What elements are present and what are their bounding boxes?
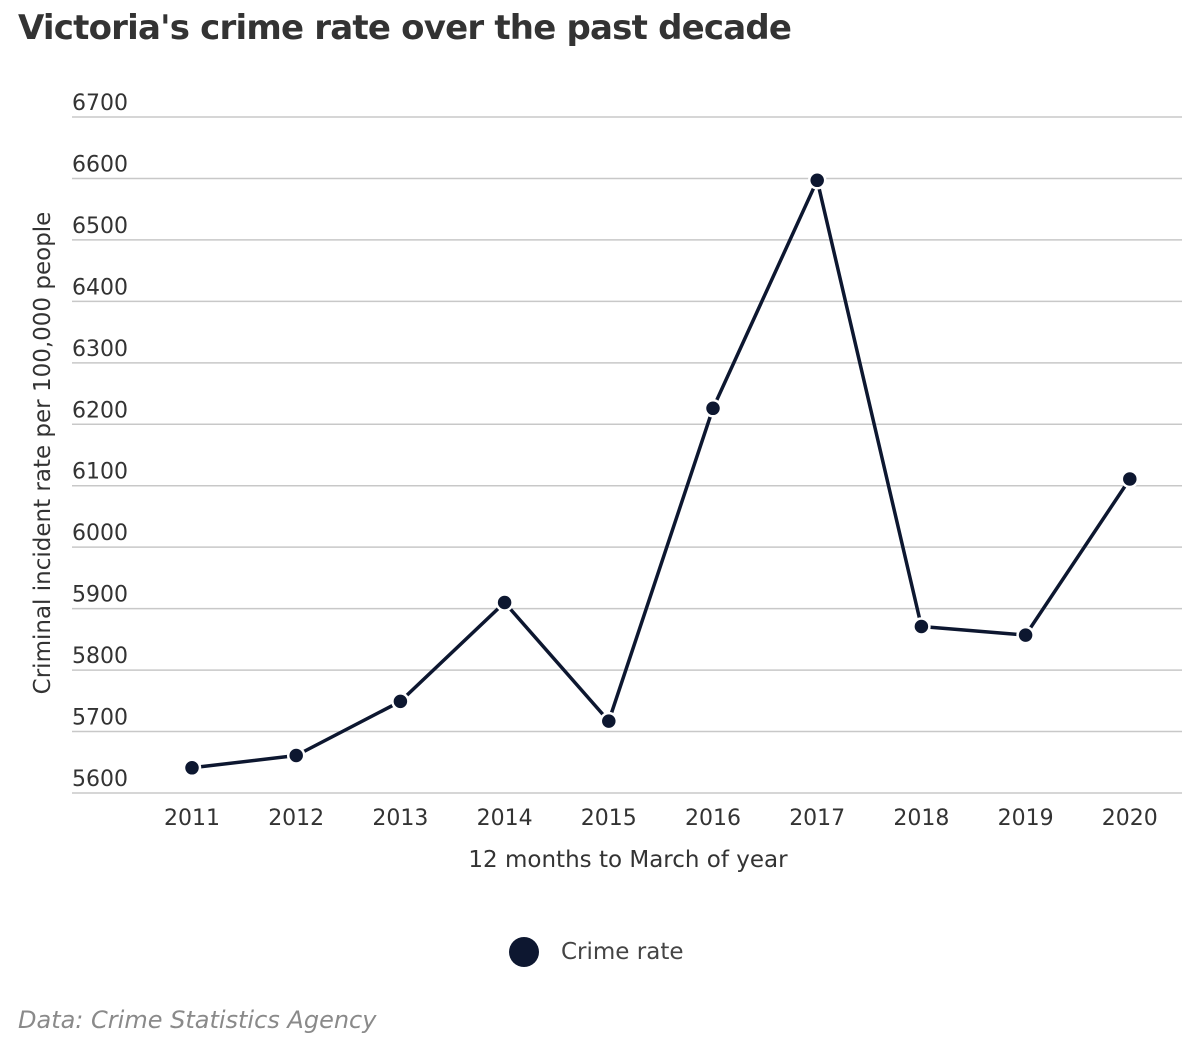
x-axis-ticks: 2011 2012 2013 2014 2015 2016 2017 2018 2019 2020 [164, 806, 1158, 831]
gridlines [72, 116, 1182, 794]
x-tick-label: 2016 [685, 806, 741, 831]
x-tick-label: 2015 [581, 806, 637, 831]
x-tick-label: 2011 [164, 806, 220, 831]
y-axis-ticks: 5600 5700 5800 5900 6000 6100 6200 6300 6400 6500… [72, 91, 128, 792]
y-tick-label: 6500 [72, 214, 128, 239]
legend-marker [509, 937, 539, 967]
series-line [191, 178, 1132, 770]
y-tick-label: 6600 [72, 152, 128, 177]
y-tick-label: 6700 [72, 91, 128, 116]
x-tick-label: 2012 [268, 806, 324, 831]
legend: Crime rate [509, 937, 684, 967]
x-tick-label: 2019 [998, 806, 1054, 831]
y-tick-label: 5800 [72, 644, 128, 669]
data-point[interactable] [286, 746, 306, 765]
x-tick-label: 2018 [893, 806, 949, 831]
y-tick-label: 6400 [72, 275, 128, 300]
data-point[interactable] [1120, 469, 1140, 489]
data-point[interactable] [807, 171, 827, 190]
legend-label-crime-rate: Crime rate [561, 939, 684, 965]
data-point[interactable] [391, 692, 410, 711]
y-tick-label: 6000 [72, 521, 128, 546]
data-point[interactable] [703, 399, 723, 418]
chart-title: Victoria's crime rate over the past deca… [18, 8, 792, 48]
y-axis-label: Criminal incident rate per 100,000 peopl… [30, 212, 56, 695]
data-point[interactable] [182, 758, 202, 778]
x-tick-label: 2020 [1102, 806, 1158, 831]
source-note: Data: Crime Statistics Agency [18, 1006, 377, 1034]
y-tick-label: 6200 [72, 398, 128, 423]
x-tick-label: 2014 [477, 806, 533, 831]
data-point[interactable] [495, 593, 514, 612]
y-tick-label: 5900 [72, 583, 128, 608]
x-tick-label: 2017 [789, 806, 845, 831]
x-axis-label: 12 months to March of year [468, 847, 788, 873]
y-tick-label: 5600 [72, 767, 128, 792]
data-point[interactable] [1016, 625, 1035, 645]
series-crime-rate [182, 171, 1140, 778]
data-point[interactable] [912, 617, 931, 636]
y-tick-label: 6300 [72, 337, 128, 362]
data-point[interactable] [599, 711, 619, 731]
y-tick-label: 5700 [72, 706, 128, 731]
line-chart: 5600 5700 5800 5900 6000 6100 6200 6300 6400 6500… [30, 91, 1182, 967]
x-tick-label: 2013 [372, 806, 428, 831]
y-tick-label: 6100 [72, 460, 128, 485]
